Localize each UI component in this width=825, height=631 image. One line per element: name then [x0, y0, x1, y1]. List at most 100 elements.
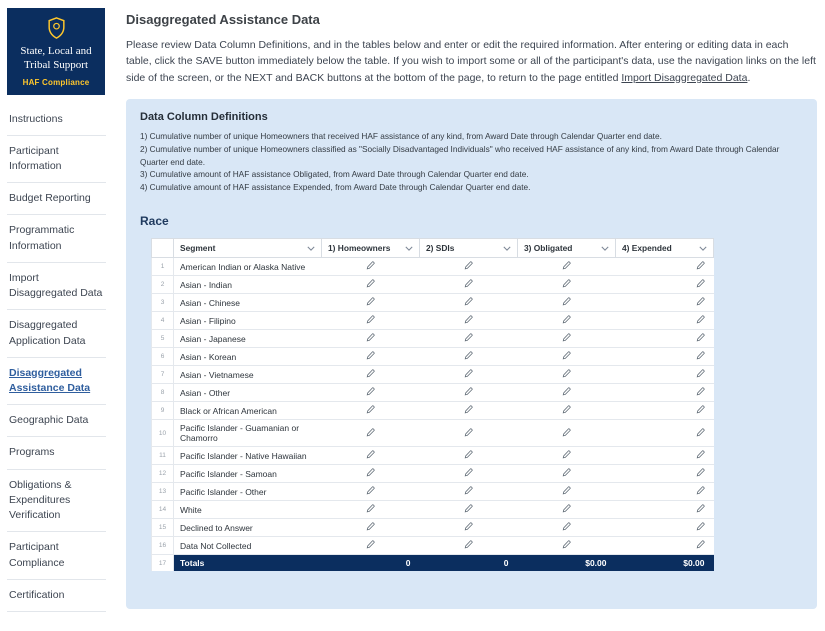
edit-homeowners-icon[interactable]	[366, 522, 375, 531]
edit-obligated-icon[interactable]	[562, 504, 571, 513]
edit-obligated-icon[interactable]	[562, 387, 571, 396]
edit-homeowners-icon[interactable]	[366, 468, 375, 477]
cell-sdis	[419, 383, 518, 403]
column-header-label: 3) Obligated	[524, 243, 573, 254]
cell-sdis	[419, 419, 518, 448]
edit-obligated-icon[interactable]	[562, 279, 571, 288]
edit-expended-icon[interactable]	[696, 450, 705, 459]
edit-sdis-icon[interactable]	[464, 369, 473, 378]
edit-homeowners-icon[interactable]	[366, 297, 375, 306]
edit-obligated-icon[interactable]	[562, 486, 571, 495]
edit-expended-icon[interactable]	[696, 315, 705, 324]
chevron-down-icon[interactable]	[699, 246, 707, 251]
edit-obligated-icon[interactable]	[562, 333, 571, 342]
table-row: 7 Asian - Vietnamese	[151, 365, 714, 385]
sidebar-item-participant-compliance[interactable]: Participant Compliance	[7, 532, 106, 580]
sidebar-item-disaggregated-application-data[interactable]: Disaggregated Application Data	[7, 310, 106, 358]
edit-expended-icon[interactable]	[696, 279, 705, 288]
edit-homeowners-icon[interactable]	[366, 540, 375, 549]
sidebar-item-obligations-expenditures-verification[interactable]: Obligations & Expenditures Verification	[7, 470, 106, 533]
sidebar-item-programmatic-information[interactable]: Programmatic Information	[7, 215, 106, 263]
sidebar-item-import-disaggregated-data[interactable]: Import Disaggregated Data	[7, 263, 106, 311]
edit-expended-icon[interactable]	[696, 405, 705, 414]
chevron-down-icon[interactable]	[405, 246, 413, 251]
chevron-down-icon[interactable]	[601, 246, 609, 251]
edit-obligated-icon[interactable]	[562, 351, 571, 360]
sidebar-item-programs[interactable]: Programs	[7, 437, 106, 470]
edit-sdis-icon[interactable]	[464, 261, 473, 270]
edit-homeowners-icon[interactable]	[366, 387, 375, 396]
edit-obligated-icon[interactable]	[562, 315, 571, 324]
edit-sdis-icon[interactable]	[464, 333, 473, 342]
sidebar-item-budget-reporting[interactable]: Budget Reporting	[7, 183, 106, 216]
sidebar-item-disaggregated-assistance-data[interactable]: Disaggregated Assistance Data	[7, 358, 106, 406]
edit-expended-icon[interactable]	[696, 297, 705, 306]
import-disaggregated-data-link[interactable]: Import Disaggregated Data	[621, 71, 748, 84]
edit-homeowners-icon[interactable]	[366, 261, 375, 270]
edit-sdis-icon[interactable]	[464, 504, 473, 513]
chevron-down-icon[interactable]	[503, 246, 511, 251]
edit-sdis-icon[interactable]	[464, 450, 473, 459]
edit-expended-icon[interactable]	[696, 351, 705, 360]
cell-expended	[615, 518, 714, 538]
edit-expended-icon[interactable]	[696, 369, 705, 378]
edit-obligated-icon[interactable]	[562, 540, 571, 549]
cell-sdis	[419, 482, 518, 502]
edit-homeowners-icon[interactable]	[366, 279, 375, 288]
edit-sdis-icon[interactable]	[464, 315, 473, 324]
edit-homeowners-icon[interactable]	[366, 427, 375, 437]
sidebar-item-certification[interactable]: Certification	[7, 580, 106, 612]
edit-sdis-icon[interactable]	[464, 540, 473, 549]
edit-sdis-icon[interactable]	[464, 279, 473, 288]
row-number: 16	[151, 536, 174, 556]
edit-homeowners-icon[interactable]	[366, 315, 375, 324]
edit-sdis-icon[interactable]	[464, 405, 473, 414]
edit-sdis-icon[interactable]	[464, 387, 473, 396]
edit-expended-icon[interactable]	[696, 522, 705, 531]
edit-expended-icon[interactable]	[696, 486, 705, 495]
cell-homeowners	[321, 329, 420, 349]
total-expended: $0.00	[615, 554, 714, 572]
edit-homeowners-icon[interactable]	[366, 333, 375, 342]
sidebar-item-instructions[interactable]: Instructions	[7, 104, 106, 136]
row-number: 6	[151, 347, 174, 367]
edit-homeowners-icon[interactable]	[366, 486, 375, 495]
chevron-down-icon[interactable]	[307, 246, 315, 251]
sidebar-item-participant-information[interactable]: Participant Information	[7, 136, 106, 184]
edit-expended-icon[interactable]	[696, 468, 705, 477]
cell-homeowners	[321, 365, 420, 385]
edit-obligated-icon[interactable]	[562, 427, 571, 437]
edit-obligated-icon[interactable]	[562, 297, 571, 306]
edit-sdis-icon[interactable]	[464, 486, 473, 495]
edit-homeowners-icon[interactable]	[366, 351, 375, 360]
edit-sdis-icon[interactable]	[464, 351, 473, 360]
edit-expended-icon[interactable]	[696, 540, 705, 549]
cell-obligated	[517, 536, 616, 556]
edit-homeowners-icon[interactable]	[366, 450, 375, 459]
cell-obligated	[517, 500, 616, 520]
edit-expended-icon[interactable]	[696, 427, 705, 437]
edit-obligated-icon[interactable]	[562, 450, 571, 459]
edit-expended-icon[interactable]	[696, 261, 705, 270]
edit-expended-icon[interactable]	[696, 504, 705, 513]
edit-expended-icon[interactable]	[696, 333, 705, 342]
edit-obligated-icon[interactable]	[562, 405, 571, 414]
cell-obligated	[517, 383, 616, 403]
cell-expended	[615, 446, 714, 466]
edit-homeowners-icon[interactable]	[366, 504, 375, 513]
table-row: 13 Pacific Islander - Other	[151, 482, 714, 502]
sidebar-item-geographic-data[interactable]: Geographic Data	[7, 405, 106, 438]
sidebar-nav: Instructions Participant Information Budge…	[7, 104, 106, 612]
edit-sdis-icon[interactable]	[464, 522, 473, 531]
edit-obligated-icon[interactable]	[562, 468, 571, 477]
edit-sdis-icon[interactable]	[464, 427, 473, 437]
row-number: 9	[151, 401, 174, 421]
edit-sdis-icon[interactable]	[464, 297, 473, 306]
edit-homeowners-icon[interactable]	[366, 405, 375, 414]
edit-obligated-icon[interactable]	[562, 522, 571, 531]
edit-obligated-icon[interactable]	[562, 261, 571, 270]
edit-expended-icon[interactable]	[696, 387, 705, 396]
edit-obligated-icon[interactable]	[562, 369, 571, 378]
edit-homeowners-icon[interactable]	[366, 369, 375, 378]
edit-sdis-icon[interactable]	[464, 468, 473, 477]
